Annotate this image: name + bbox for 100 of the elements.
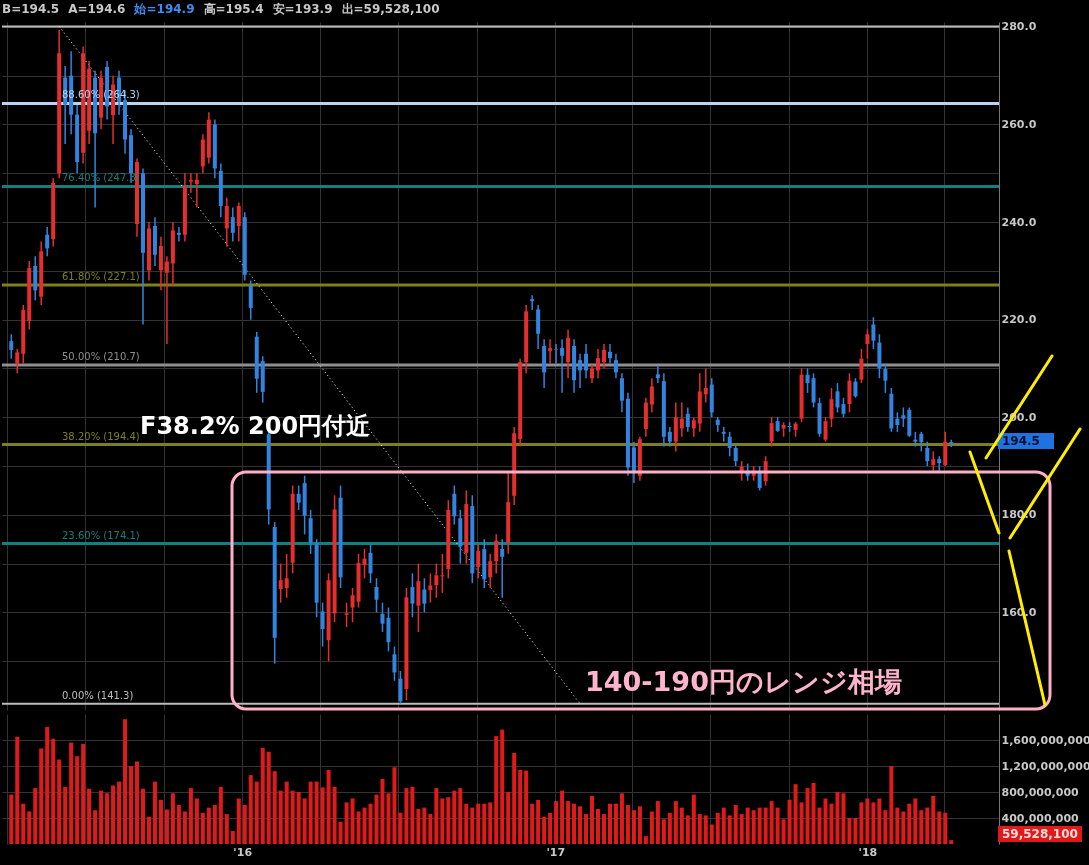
bar	[721, 807, 726, 844]
bar	[637, 806, 642, 844]
bar	[895, 807, 900, 844]
bar	[284, 781, 289, 844]
bar	[9, 794, 14, 844]
candlestick	[931, 450, 936, 472]
bar	[871, 802, 876, 844]
bar	[661, 819, 666, 844]
bar	[607, 803, 612, 844]
candlestick	[374, 577, 379, 614]
bar	[566, 801, 571, 844]
bar	[129, 766, 134, 844]
bar	[572, 803, 577, 844]
bar	[350, 798, 355, 844]
bar	[949, 840, 954, 844]
bar	[727, 815, 732, 844]
bar	[170, 793, 175, 844]
bar	[338, 821, 343, 844]
candlestick	[45, 226, 50, 257]
bar	[500, 729, 505, 844]
candlestick	[901, 406, 906, 428]
candlestick	[476, 543, 481, 580]
candlestick	[757, 465, 762, 492]
bar	[464, 803, 469, 844]
ref-line-label: 0.00% (141.3)	[62, 689, 134, 701]
candlestick	[613, 353, 618, 379]
candlestick	[631, 440, 636, 484]
candlestick	[554, 343, 559, 365]
y-tick-label: 280.0	[1001, 20, 1037, 34]
text: A=194.6	[68, 2, 126, 16]
candlestick	[488, 553, 493, 589]
bar	[260, 747, 265, 844]
candlestick	[679, 401, 684, 438]
candlestick	[733, 443, 738, 467]
bar	[152, 781, 157, 844]
text: 出=59,528,100	[341, 2, 440, 16]
y-tick-label: 800,000,000	[1001, 785, 1080, 799]
candlestick	[685, 406, 690, 433]
bar	[254, 781, 259, 844]
bar	[590, 795, 595, 844]
bar	[470, 807, 475, 844]
bar	[392, 767, 397, 844]
bar	[757, 807, 762, 844]
bar	[164, 809, 169, 844]
bar	[619, 793, 624, 844]
bar	[194, 798, 199, 844]
bar	[799, 802, 804, 844]
bar	[518, 769, 523, 844]
ref-line-label: 38.20% (194.4)	[62, 430, 140, 442]
annotation: 140-190円のレンジ相場	[585, 665, 902, 699]
bar	[883, 810, 888, 844]
candlestick	[925, 440, 930, 467]
text: 59,528,100	[998, 826, 1082, 842]
bar	[613, 803, 618, 844]
candlestick	[859, 348, 864, 384]
candlestick	[368, 543, 373, 584]
bar	[655, 801, 660, 844]
bar	[769, 801, 774, 844]
bar	[697, 814, 702, 844]
bar	[667, 812, 672, 844]
bar	[434, 788, 439, 844]
bar	[554, 801, 559, 844]
bar	[248, 775, 253, 844]
bar	[33, 788, 38, 844]
candlestick	[500, 538, 505, 599]
candlestick	[949, 438, 954, 448]
bar	[123, 719, 128, 844]
bar	[811, 782, 816, 844]
candlestick	[380, 601, 385, 633]
bar	[494, 736, 499, 844]
bar	[140, 788, 145, 844]
x-tick-label: '16	[233, 845, 253, 859]
candlestick	[691, 416, 696, 438]
bar	[332, 786, 337, 844]
candlestick	[841, 396, 846, 418]
candlestick	[320, 601, 325, 648]
bar	[584, 814, 589, 844]
bar	[907, 803, 912, 844]
bar	[380, 779, 385, 844]
bar	[356, 811, 361, 844]
bar	[236, 798, 241, 844]
y-tick-label: 240.0	[1001, 215, 1037, 229]
candlestick	[871, 316, 876, 350]
bar	[290, 790, 295, 844]
candlestick	[584, 343, 589, 379]
candlestick	[284, 553, 289, 599]
bar	[242, 805, 247, 844]
bar	[787, 799, 792, 844]
candlestick	[619, 372, 624, 414]
bar	[158, 799, 163, 844]
y-tick-label: 220.0	[1001, 313, 1037, 327]
bar	[703, 815, 708, 844]
bar	[649, 811, 654, 844]
bar	[278, 790, 283, 844]
bar	[506, 792, 511, 844]
candlestick	[434, 562, 439, 599]
bar	[344, 802, 349, 844]
candlestick	[494, 533, 499, 575]
bar	[117, 781, 122, 844]
candlestick	[530, 294, 535, 311]
